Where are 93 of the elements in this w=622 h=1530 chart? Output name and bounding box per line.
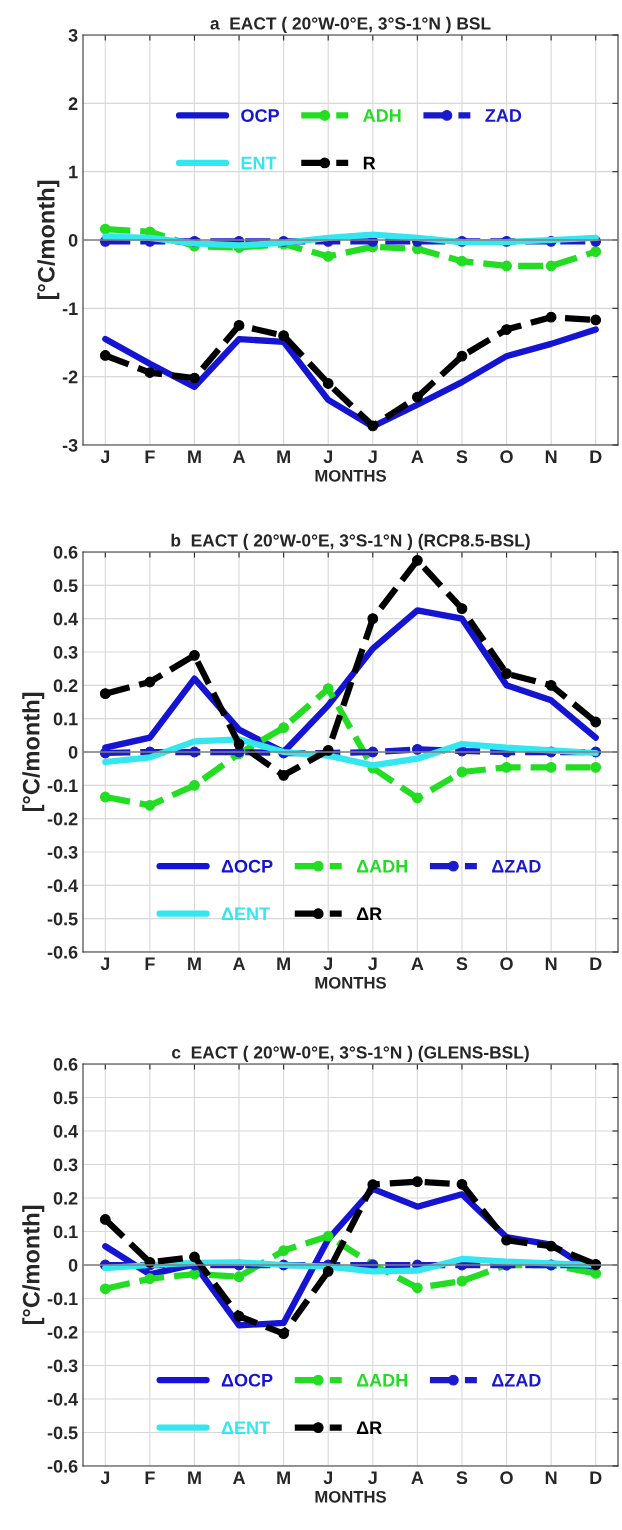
x-tick-label: J [323,450,332,464]
legend-label: R [363,156,376,170]
y-tick-label: -1 [62,302,78,315]
x-tick-label: J [100,957,110,971]
y-tick-label: 0.6 [53,1057,78,1071]
x-tick-label: M [277,957,290,970]
x-tick-label: N [545,1471,557,1484]
y-tick-label: -3 [62,438,78,452]
x-tick-label: A [232,450,246,463]
x-tick-label: D [590,450,602,463]
x-tick-label: F [145,450,155,463]
x-axis-title: MONTHS [315,1490,386,1503]
y-tick-label: 0.5 [53,579,78,593]
y-tick-label: 0.1 [53,712,78,726]
legend-label: ΔADH [356,1374,408,1387]
y-tick-label: 0.3 [53,1158,78,1172]
y-tick-label: -2 [62,370,78,384]
y-tick-label: 2 [68,97,78,110]
legend-label: ΔOCP [221,859,273,873]
y-tick-label: 0.5 [53,1091,78,1105]
x-tick-label: N [545,450,557,463]
x-tick-label: J [368,1471,377,1485]
legend-label: ZAD [485,109,522,122]
y-tick-label: 0.6 [53,545,78,559]
x-tick-label: J [368,450,377,464]
x-tick-label: D [590,957,602,970]
legend-label: ΔOCP [221,1373,273,1387]
y-tick-label: 0 [68,233,78,247]
legend-label: ΔR [356,1421,382,1434]
x-tick-label: S [456,450,468,464]
x-tick-label: A [411,1471,424,1484]
y-tick-label: -0.2 [47,1325,78,1339]
x-tick-label: J [100,1471,110,1485]
y-axis-title: [°C/month] [37,180,60,300]
x-tick-label: A [411,957,424,970]
legend-label: ΔZAD [492,1374,541,1387]
y-tick-label: 3 [68,28,78,42]
y-tick-label: 1 [69,165,78,179]
y-tick-label: 0.2 [53,679,78,693]
x-tick-label: J [323,957,332,971]
legend-label: ΔENT [221,1421,270,1434]
x-tick-label: J [368,957,377,971]
y-tick-label: -0.5 [47,1426,78,1440]
y-tick-label: -0.3 [47,845,78,859]
y-tick-label: -0.5 [47,912,78,926]
legend-label: ΔZAD [492,860,541,873]
x-tick-label: O [500,957,513,971]
x-tick-label: A [411,450,424,463]
legend-label: ΔADH [356,860,408,873]
y-tick-label: 0.1 [53,1225,78,1239]
x-tick-label: A [232,1471,246,1484]
x-tick-label: O [500,1471,513,1485]
x-axis-title: MONTHS [315,976,386,989]
y-tick-label: 0.2 [53,1191,78,1205]
chart-title: b EACT ( 20°W-0°E, 3°S-1°N ) (RCP8.5-BSL) [171,533,530,551]
y-tick-label: 0 [68,1258,78,1272]
y-axis-title: [°C/month] [22,692,45,812]
y-tick-label: -0.4 [47,879,79,893]
legend-label: OCP [241,109,279,122]
x-tick-label: J [100,450,110,464]
x-tick-label: D [590,1471,602,1484]
y-tick-label: -0.6 [47,945,78,959]
y-axis-title: [°C/month] [22,1205,45,1325]
y-tick-label: 0 [68,745,78,759]
chart-title: a EACT ( 20°W-0°E, 3°S-1°N ) BSL [210,16,491,34]
y-tick-label: -0.6 [47,1459,78,1473]
x-tick-label: F [145,1471,155,1484]
legend-label: ΔENT [221,907,270,920]
x-tick-label: M [277,1471,290,1484]
y-tick-label: 0.3 [53,645,78,659]
x-tick-label: J [323,1471,332,1485]
x-tick-label: A [232,957,246,970]
x-tick-label: M [188,1471,201,1484]
legend-label: ADH [363,109,401,122]
y-tick-label: -0.3 [47,1359,78,1373]
x-tick-label: S [456,957,468,971]
x-tick-label: M [188,957,201,970]
legend-label: ΔR [356,907,382,920]
x-tick-label: F [145,957,155,970]
x-axis-title: MONTHS [315,469,386,482]
legend-label: ENT [241,156,277,170]
x-tick-label: M [188,450,201,463]
y-tick-label: -0.1 [47,1292,78,1306]
y-tick-label: -0.1 [47,779,78,793]
x-tick-label: O [500,450,513,464]
x-tick-label: S [456,1471,468,1485]
y-tick-label: 0.4 [53,612,79,626]
y-tick-label: 0.4 [53,1124,79,1138]
y-tick-label: -0.4 [47,1392,79,1406]
x-tick-label: M [277,450,290,463]
chart-title: c EACT ( 20°W-0°E, 3°S-1°N ) (GLENS-BSL) [172,1045,529,1063]
x-tick-label: N [545,957,557,970]
y-tick-label: -0.2 [47,812,78,826]
